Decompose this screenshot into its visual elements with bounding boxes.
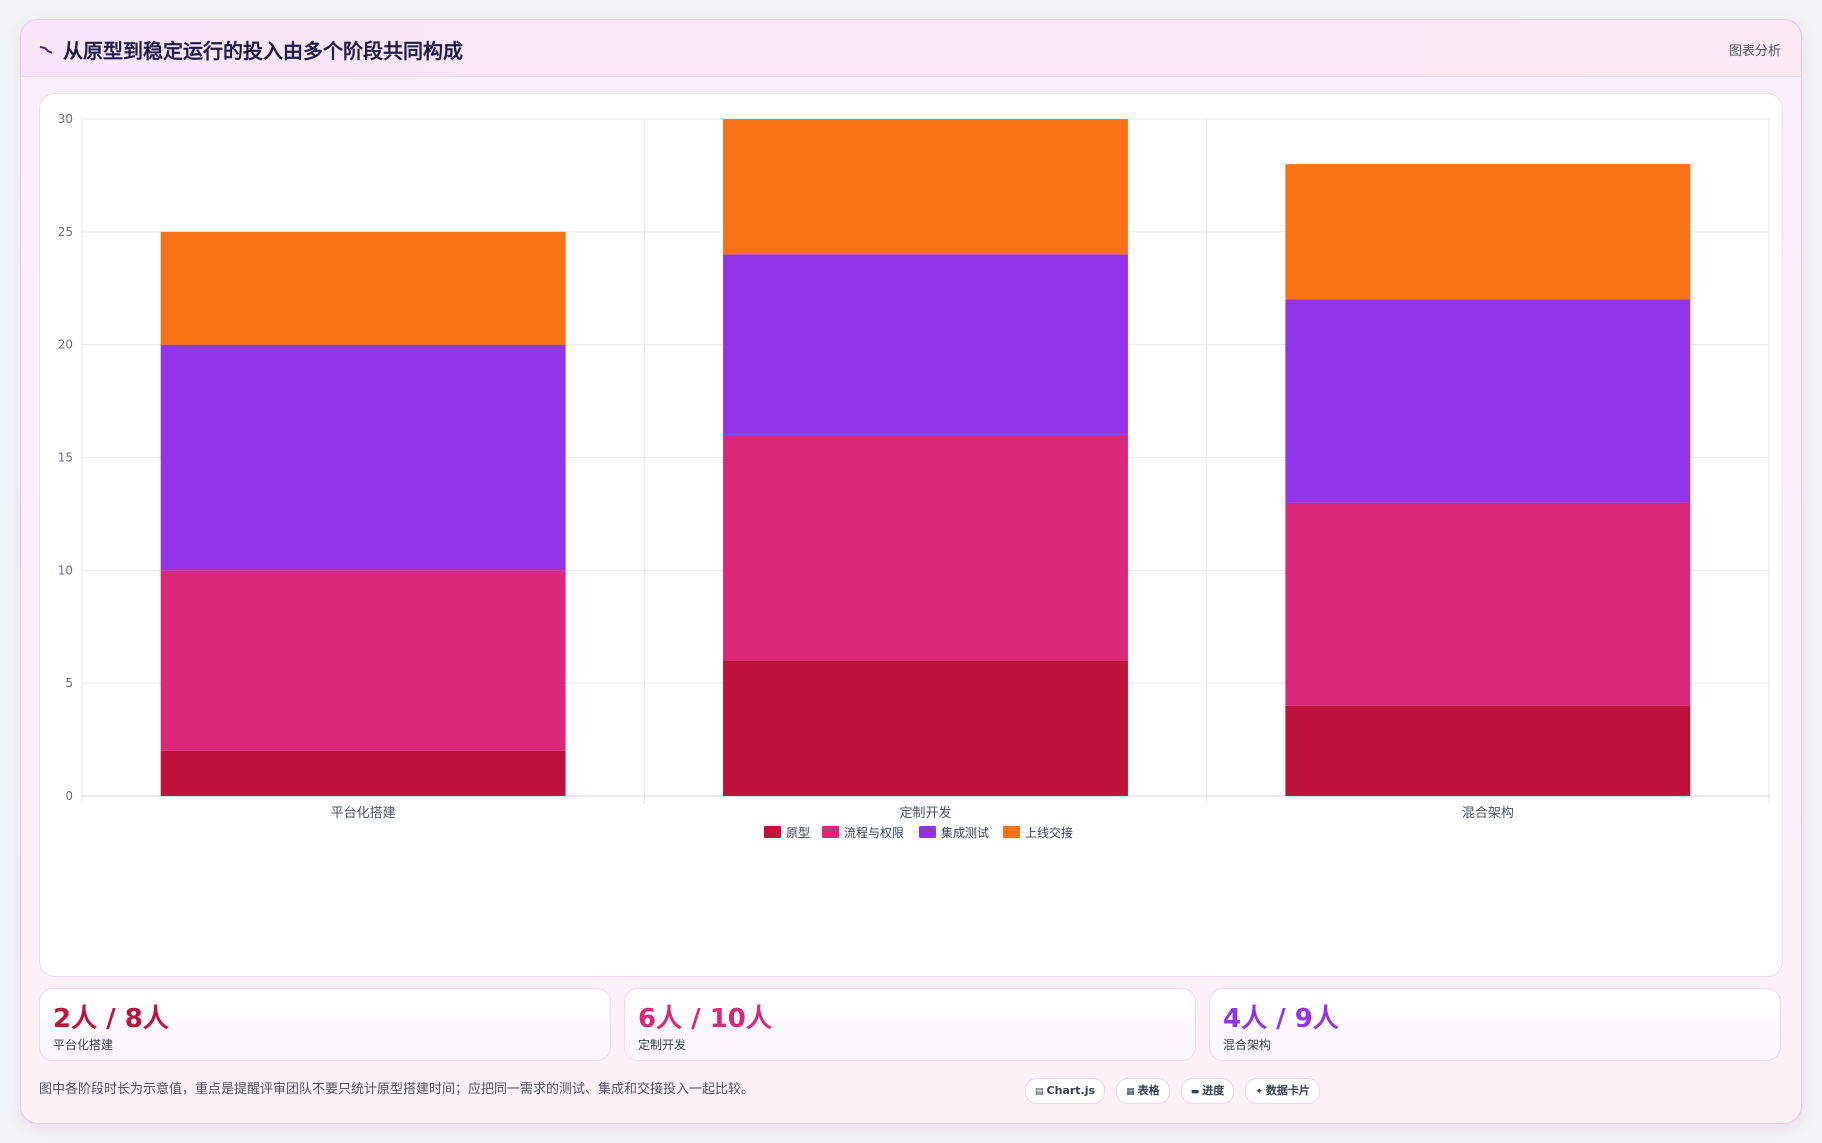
stat-card: 4人 / 9人 混合架构 xyxy=(1209,988,1781,1061)
legend-label: 流程与权限 xyxy=(844,825,904,840)
y-tick-label: 30 xyxy=(58,112,73,126)
stat-card: 6人 / 10人 定制开发 xyxy=(624,988,1196,1061)
pill-label: 数据卡片 xyxy=(1265,1084,1310,1097)
pill-label: 进度 xyxy=(1202,1084,1225,1097)
legend-label: 上线交接 xyxy=(1025,825,1073,840)
trend-line-icon xyxy=(39,46,53,54)
legend-label: 原型 xyxy=(786,826,810,840)
bar-segment xyxy=(1285,299,1691,503)
chart-icon: ▤ xyxy=(1035,1087,1044,1097)
bar-segment xyxy=(1285,705,1691,796)
bar-segment xyxy=(723,254,1128,435)
sparkle-icon: ✦ xyxy=(1255,1087,1263,1097)
table-icon: ▦ xyxy=(1126,1087,1135,1097)
y-tick-label: 0 xyxy=(65,789,73,803)
legend-swatch xyxy=(822,826,839,838)
panel-header: 从原型到稳定运行的投入由多个阶段共同构成 图表分析 xyxy=(21,20,1801,77)
legend-swatch xyxy=(764,826,781,838)
y-tick-label: 15 xyxy=(58,451,73,465)
chart-analysis-button[interactable]: 图表分析 xyxy=(1728,44,1781,59)
stat-value: 2人 / 8人 xyxy=(53,1004,169,1034)
chart-card: 0 5 10 15 20 25 30 平台化搭建 定制开发 混合架构原型 流程与权限 集成测试 上线交接 xyxy=(39,93,1783,977)
chart-panel: 从原型到稳定运行的投入由多个阶段共同构成 图表分析 0 5 10 15 20 25 30 平台… xyxy=(20,19,1802,1124)
bar-segment xyxy=(160,344,566,571)
bar-segment xyxy=(160,231,566,345)
bar-segment xyxy=(723,434,1128,661)
x-tick-label: 平台化搭建 xyxy=(331,805,396,821)
table-pill[interactable]: ▦ 表格 xyxy=(1116,1078,1170,1104)
footer-note: 图中各阶段时长为示意值，重点是提醒评审团队不要只统计原型搭建时间；应把同一需求的… xyxy=(39,1082,755,1097)
x-tick-label: 混合架构 xyxy=(1462,806,1514,821)
bar-segment xyxy=(723,119,1128,255)
bar-segment xyxy=(723,660,1128,796)
chart-title: 从原型到稳定运行的投入由多个阶段共同构成 xyxy=(63,39,463,63)
legend-swatch xyxy=(1003,826,1020,838)
progress-pill[interactable]: ▬ 进度 xyxy=(1180,1078,1235,1104)
data-card-pill[interactable]: ✦ 数据卡片 xyxy=(1245,1078,1320,1104)
stat-cards: 2人 / 8人 平台化搭建 6人 / 10人 定制开发 4人 / 9人 混合架构 xyxy=(39,988,1783,1061)
y-tick-label: 20 xyxy=(58,338,73,352)
stat-label: 混合架构 xyxy=(1223,1038,1272,1052)
stat-value: 4人 / 9人 xyxy=(1223,1004,1339,1034)
stat-label: 定制开发 xyxy=(638,1038,687,1052)
stat-label: 平台化搭建 xyxy=(53,1038,114,1052)
bar-segment xyxy=(160,750,566,796)
pill-label: Chart.js xyxy=(1046,1084,1096,1097)
stat-card: 2人 / 8人 平台化搭建 xyxy=(39,988,611,1061)
stat-value: 6人 / 10人 xyxy=(638,1004,772,1034)
x-tick-label: 定制开发 xyxy=(899,805,951,821)
pill-label: 表格 xyxy=(1137,1084,1160,1097)
legend-label: 集成测试 xyxy=(941,825,989,840)
legend-swatch xyxy=(919,826,936,838)
bar-segment xyxy=(160,570,566,751)
progress-icon: ▬ xyxy=(1190,1087,1200,1097)
y-tick-label: 5 xyxy=(65,676,73,690)
y-tick-label: 10 xyxy=(58,563,73,577)
chartjs-pill[interactable]: ▤ Chart.js xyxy=(1025,1078,1106,1104)
y-tick-label: 25 xyxy=(58,225,73,239)
view-pills: ▤ Chart.js ▦ 表格 ▬ 进度 ✦ 数据卡片 xyxy=(1025,1078,1326,1106)
bar-segment xyxy=(1285,164,1691,300)
bar-segment xyxy=(1285,502,1691,706)
